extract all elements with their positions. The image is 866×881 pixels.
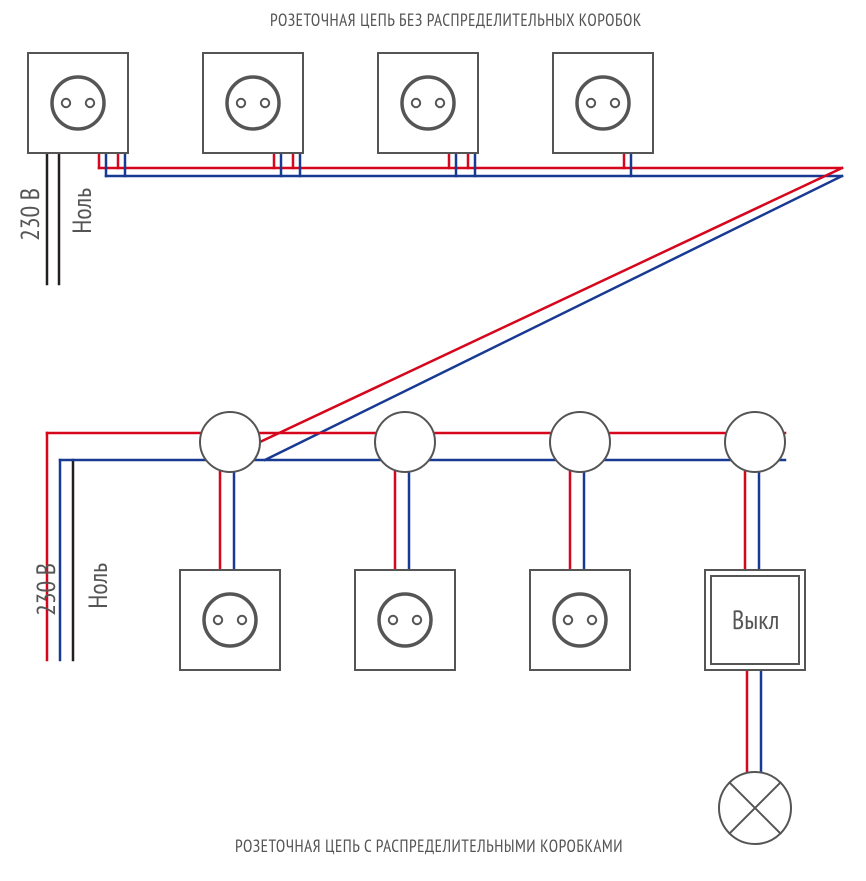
label-null-bottom: Ноль [86, 563, 112, 609]
title-top: РОЗЕТОЧНАЯ ЦЕПЬ БЕЗ РАСПРЕДЕЛИТЕЛЬНЫХ КО… [270, 9, 642, 31]
title-bottom: РОЗЕТОЧНАЯ ЦЕПЬ С РАСПРЕДЕЛИТЕЛЬНЫМИ КОР… [235, 835, 623, 857]
wiring-diagram [0, 0, 866, 881]
label-230v-bottom: 230 В [34, 563, 60, 616]
label-null-top: Ноль [70, 188, 96, 234]
switch-label: Выкл [732, 608, 779, 634]
label-230v-top: 230 В [18, 188, 44, 241]
